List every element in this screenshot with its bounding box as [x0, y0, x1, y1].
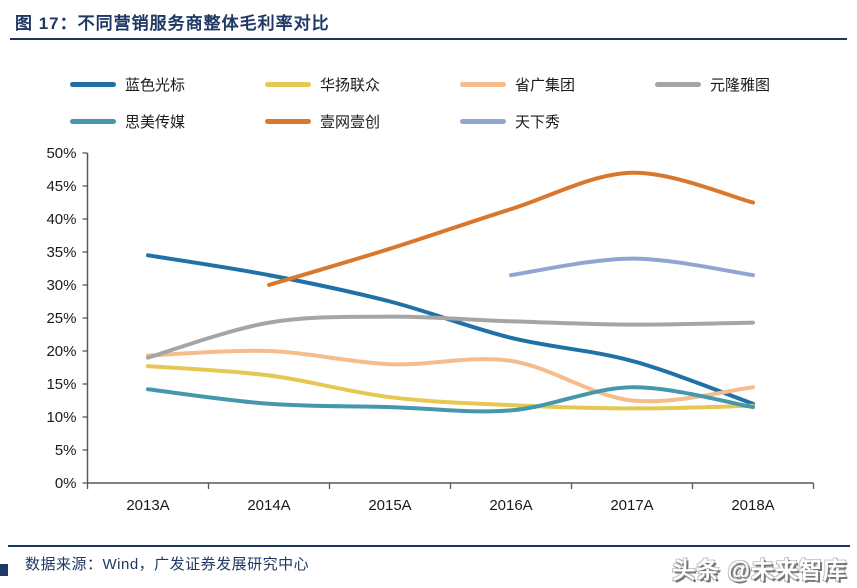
legend-item-4: 思美传媒 — [70, 103, 265, 140]
legend-item-2: 省广集团 — [460, 66, 655, 103]
line-chart: 0% 5% 10% 15% 20% 25% 30% 35% 40% 45% 50% 2013A 2014… — [46, 145, 815, 514]
legend-label: 蓝色光标 — [125, 77, 186, 94]
y-axis-label: 5% — [55, 442, 77, 459]
x-axis-label: 2016A — [489, 497, 532, 514]
y-axis-label: 35% — [46, 244, 76, 261]
legend-swatch-icon — [460, 82, 506, 87]
y-axis-label: 45% — [46, 178, 76, 195]
legend-label: 省广集团 — [515, 77, 576, 94]
series-line-2 — [146, 348, 755, 404]
x-axis-label: 2018A — [731, 497, 774, 514]
y-axis-label: 0% — [55, 475, 77, 492]
y-axis-label: 40% — [46, 211, 76, 228]
chart-legend: 蓝色光标 华扬联众 省广集团 元隆雅图思美传媒 壹网壹创 天下秀 — [70, 66, 857, 140]
watermark-text: 头条 @未来智库 — [672, 557, 847, 583]
title-divider — [10, 38, 847, 40]
x-axis-label: 2014A — [247, 497, 290, 514]
y-axis-label: 20% — [46, 343, 76, 360]
legend-label: 天下秀 — [515, 114, 561, 131]
series-line-3 — [146, 314, 755, 360]
legend-swatch-icon — [265, 82, 311, 87]
legend-label: 华扬联众 — [320, 77, 381, 94]
series-line-5 — [267, 170, 755, 287]
series-line-6 — [509, 256, 755, 278]
legend-item-3: 元隆雅图 — [655, 66, 850, 103]
footer-divider — [8, 545, 850, 547]
x-axis-label: 2013A — [126, 497, 169, 514]
legend-swatch-icon — [265, 119, 311, 124]
legend-item-5: 壹网壹创 — [265, 103, 460, 140]
y-axis-label: 30% — [46, 277, 76, 294]
y-axis-label: 50% — [46, 145, 76, 162]
y-axis-label: 15% — [46, 376, 76, 393]
y-axis-label: 10% — [46, 409, 76, 426]
x-axis-label: 2017A — [610, 497, 653, 514]
legend-swatch-icon — [655, 82, 701, 87]
legend-label: 元隆雅图 — [710, 77, 771, 94]
y-axis-label: 25% — [46, 310, 76, 327]
legend-swatch-icon — [70, 82, 116, 87]
legend-item-1: 华扬联众 — [265, 66, 460, 103]
legend-label: 壹网壹创 — [320, 114, 381, 131]
legend-swatch-icon — [70, 119, 116, 124]
series-line-1 — [146, 364, 755, 411]
legend-item-6: 天下秀 — [460, 103, 655, 140]
x-axis-label: 2015A — [368, 497, 411, 514]
data-source-text: 数据来源：Wind，广发证券发展研究中心 — [25, 556, 310, 573]
legend-label: 思美传媒 — [125, 114, 186, 131]
legend-item-0: 蓝色光标 — [70, 66, 265, 103]
legend-swatch-icon — [460, 119, 506, 124]
figure-title: 图 17：不同营销服务商整体毛利率对比 — [15, 14, 330, 33]
footer-bullet-square — [0, 564, 8, 576]
series-line-4 — [146, 385, 755, 414]
